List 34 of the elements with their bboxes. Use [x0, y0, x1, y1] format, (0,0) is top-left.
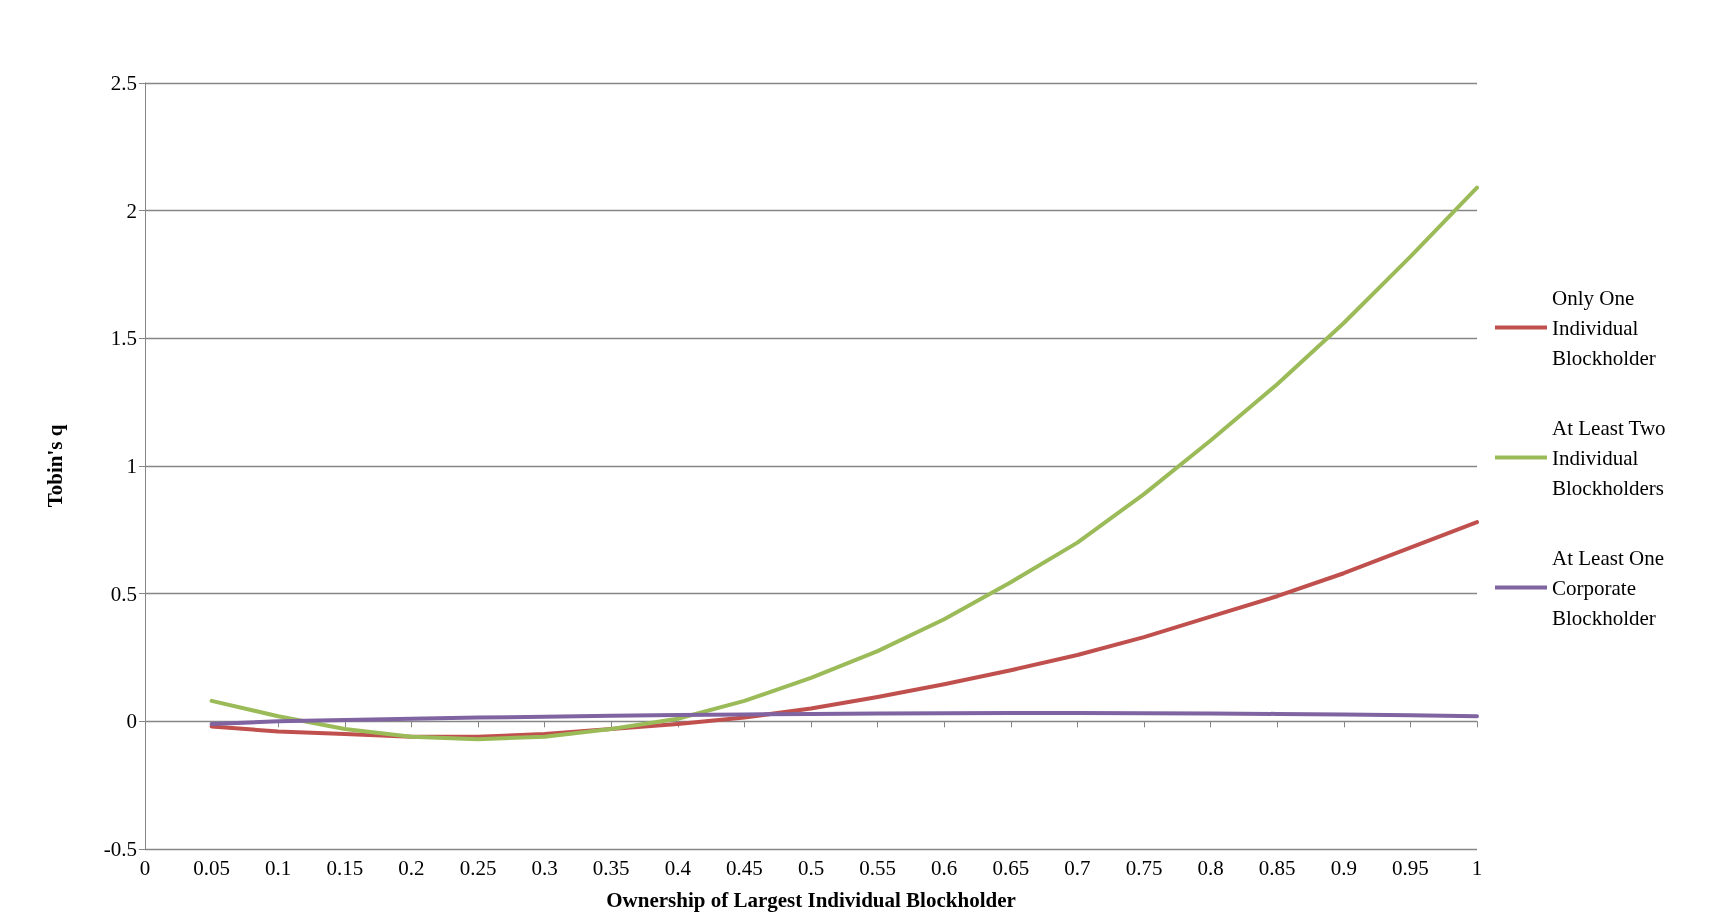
- y-tick-label: 0: [126, 709, 137, 734]
- x-tick-label: 0.4: [664, 855, 692, 880]
- x-tick-label: 0.95: [1392, 855, 1429, 880]
- x-tick-label: 0.85: [1258, 855, 1296, 880]
- x-tick-label: 0.45: [726, 855, 763, 880]
- x-tick-label: 0.1: [265, 855, 292, 880]
- x-tick-label: 0.15: [326, 855, 364, 880]
- x-tick-label: 0.75: [1125, 855, 1163, 880]
- y-tick-label: 1: [126, 454, 137, 478]
- y-tick-label: 1.5: [110, 326, 137, 351]
- x-tick-label: 0.5: [797, 855, 825, 880]
- y-tick-label: 2: [126, 198, 137, 223]
- legend-label: Only One Individual Blockholder: [1552, 285, 1656, 370]
- x-tick-label: 0.9: [1330, 855, 1357, 880]
- y-tick-label: 2.5: [110, 71, 137, 95]
- x-tick-label: 0.3: [531, 855, 558, 880]
- line-series: [209, 710, 1479, 726]
- y-tick-label: 0.5: [110, 581, 137, 606]
- x-axis-title: Ownership of Largest Individual Blockholder: [606, 887, 1016, 912]
- x-tick-label: 0.7: [1064, 855, 1091, 880]
- x-tick-label: 0.65: [992, 855, 1030, 880]
- legend-label: At Least One Corporate Blockholder: [1552, 545, 1670, 630]
- x-tick-label: 0.25: [459, 855, 497, 880]
- x-tick-label: 0.2: [398, 855, 425, 880]
- x-tick-label: 0.35: [592, 855, 630, 880]
- legend-label: At Least Two Individual Blockholders: [1552, 415, 1671, 500]
- x-tick-label: 0.55: [859, 855, 896, 880]
- x-tick-label: 0.05: [193, 855, 230, 880]
- x-tick-label: 0.6: [931, 855, 958, 880]
- x-tick-label: 0.8: [1197, 855, 1224, 880]
- x-tick-label: 1: [1471, 855, 1483, 880]
- y-tick-label: -0.5: [103, 837, 137, 861]
- y-axis-title: Tobin's q: [42, 424, 67, 508]
- line-series: [209, 185, 1479, 742]
